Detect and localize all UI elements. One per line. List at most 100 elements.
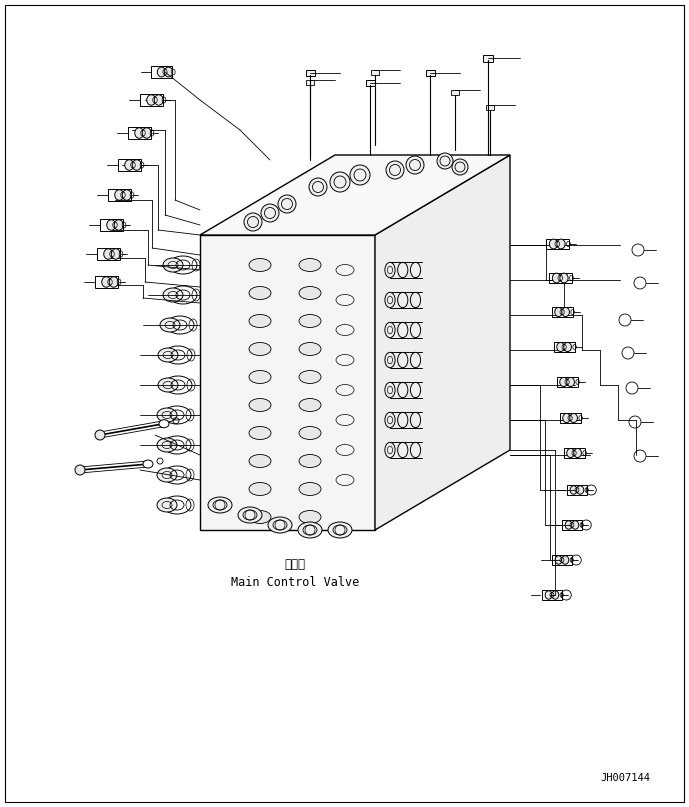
Ellipse shape [299, 511, 321, 524]
Ellipse shape [385, 322, 395, 337]
Text: Main Control Valve: Main Control Valve [231, 576, 359, 589]
Circle shape [406, 156, 424, 174]
Ellipse shape [549, 239, 557, 249]
Ellipse shape [157, 498, 177, 512]
Ellipse shape [559, 378, 568, 387]
Circle shape [350, 165, 370, 185]
Bar [553, 342, 575, 352]
Ellipse shape [411, 353, 420, 368]
Ellipse shape [557, 239, 565, 249]
Ellipse shape [238, 507, 262, 523]
Ellipse shape [163, 436, 191, 454]
Ellipse shape [398, 442, 408, 458]
Ellipse shape [567, 449, 575, 458]
Bar [108, 189, 130, 201]
Ellipse shape [572, 521, 579, 529]
Ellipse shape [135, 128, 144, 138]
Ellipse shape [163, 496, 191, 514]
Ellipse shape [164, 67, 173, 77]
Ellipse shape [398, 322, 408, 337]
Ellipse shape [157, 438, 177, 452]
Ellipse shape [557, 342, 564, 352]
Ellipse shape [577, 486, 584, 494]
Bar [562, 521, 582, 529]
Ellipse shape [125, 160, 134, 170]
Ellipse shape [143, 460, 153, 468]
Ellipse shape [158, 348, 178, 362]
Bar [557, 377, 577, 387]
Ellipse shape [411, 442, 420, 458]
Bar [140, 94, 163, 106]
Ellipse shape [249, 258, 271, 271]
Ellipse shape [385, 412, 395, 428]
Ellipse shape [299, 286, 321, 299]
Ellipse shape [411, 322, 420, 337]
Ellipse shape [385, 292, 395, 307]
Ellipse shape [157, 67, 165, 77]
Ellipse shape [115, 190, 124, 200]
Ellipse shape [299, 370, 321, 383]
Ellipse shape [398, 383, 408, 398]
Bar [552, 307, 573, 317]
Bar [564, 448, 584, 458]
Ellipse shape [564, 342, 571, 352]
Ellipse shape [385, 383, 395, 398]
Ellipse shape [157, 468, 177, 482]
Ellipse shape [249, 315, 271, 328]
Ellipse shape [159, 420, 169, 428]
Bar [451, 90, 459, 95]
Ellipse shape [552, 591, 559, 600]
Ellipse shape [563, 413, 570, 423]
Ellipse shape [102, 277, 111, 287]
Ellipse shape [249, 511, 271, 524]
Ellipse shape [110, 277, 119, 287]
Ellipse shape [562, 307, 569, 316]
Ellipse shape [268, 517, 292, 533]
Ellipse shape [299, 454, 321, 467]
Ellipse shape [567, 378, 575, 387]
Ellipse shape [411, 412, 420, 428]
Bar [552, 555, 572, 565]
Ellipse shape [164, 376, 192, 394]
Ellipse shape [385, 262, 395, 278]
Ellipse shape [328, 522, 352, 538]
Ellipse shape [299, 483, 321, 495]
Ellipse shape [555, 307, 562, 316]
Circle shape [386, 161, 404, 179]
Ellipse shape [249, 342, 271, 356]
Polygon shape [200, 235, 375, 530]
Ellipse shape [132, 160, 141, 170]
Polygon shape [200, 155, 510, 235]
Circle shape [330, 172, 350, 192]
Ellipse shape [142, 128, 152, 138]
Bar [546, 239, 568, 249]
Ellipse shape [249, 370, 271, 383]
Bar [95, 276, 118, 288]
Ellipse shape [385, 353, 395, 368]
Circle shape [309, 178, 327, 196]
Bar [118, 159, 141, 171]
Ellipse shape [249, 286, 271, 299]
Ellipse shape [299, 399, 321, 412]
Ellipse shape [163, 466, 191, 484]
Bar [306, 80, 314, 85]
Circle shape [452, 159, 468, 175]
Ellipse shape [208, 497, 232, 513]
Ellipse shape [157, 408, 177, 422]
Ellipse shape [299, 258, 321, 271]
Ellipse shape [560, 273, 568, 283]
Ellipse shape [169, 256, 197, 274]
Bar [371, 70, 379, 75]
Ellipse shape [111, 249, 121, 259]
Ellipse shape [411, 262, 420, 278]
Circle shape [75, 465, 85, 475]
Ellipse shape [163, 288, 183, 302]
Ellipse shape [565, 521, 573, 529]
Bar [549, 273, 571, 283]
Circle shape [95, 430, 105, 440]
Bar [486, 105, 494, 110]
Ellipse shape [163, 258, 183, 272]
Ellipse shape [574, 449, 582, 458]
Ellipse shape [114, 220, 123, 230]
Bar [128, 127, 150, 139]
